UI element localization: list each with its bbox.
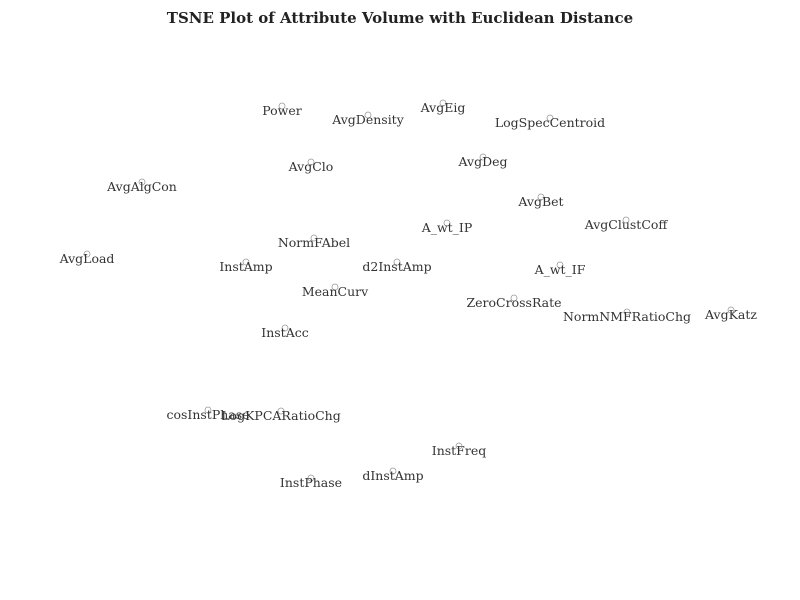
- point-label-AvgBet: AvgBet: [517, 194, 563, 209]
- point-label-AvgAlgCon: AvgAlgCon: [106, 179, 177, 194]
- point-label-LogSpecCentroid: LogSpecCentroid: [495, 115, 605, 130]
- data-point-AvgKatz: [727, 306, 735, 314]
- point-label-AvgLoad: AvgLoad: [59, 251, 115, 266]
- point-label-ZeroCrossRate: ZeroCrossRate: [466, 295, 561, 310]
- points-layer: Power AvgDensity AvgEig LogSpecCentroid AvgC…: [59, 99, 757, 490]
- data-point-AvgDensity: [364, 111, 372, 119]
- data-point-LogKPCARatioChg: [277, 407, 285, 415]
- point-label-AvgDeg: AvgDeg: [457, 154, 507, 169]
- data-point-InstFreq: [455, 442, 463, 450]
- point-label-LogKPCARatioChg: LogKPCARatioChg: [221, 408, 340, 423]
- data-point-Power: [278, 102, 286, 110]
- chart-title: TSNE Plot of Attribute Volume with Eucli…: [167, 9, 633, 27]
- data-point-AvgLoad: [83, 250, 91, 258]
- data-point-A_wt_IF: [556, 261, 564, 269]
- data-point-LogSpecCentroid: [546, 114, 554, 122]
- data-point-dInstAmp: [389, 467, 397, 475]
- point-label-AvgClo: AvgClo: [288, 159, 334, 174]
- data-point-InstAcc: [281, 324, 289, 332]
- data-point-AvgDeg: [479, 153, 487, 161]
- point-label-AvgClustCoff: AvgClustCoff: [584, 217, 669, 232]
- point-label-AvgKatz: AvgKatz: [704, 307, 757, 322]
- data-point-InstAmp: [242, 258, 250, 266]
- data-point-AvgClo: [307, 158, 315, 166]
- data-point-cosInstPhase: [204, 406, 212, 414]
- data-point-ZeroCrossRate: [510, 294, 518, 302]
- point-label-InstFreq: InstFreq: [432, 443, 486, 458]
- point-label-MeanCurv: MeanCurv: [302, 284, 369, 299]
- point-label-InstAmp: InstAmp: [219, 259, 272, 274]
- point-label-d2InstAmp: d2InstAmp: [362, 259, 431, 274]
- data-point-NormFAbel: [310, 234, 318, 242]
- point-label-A_wt_IF: A_wt_IF: [534, 262, 586, 277]
- point-label-AvgDensity: AvgDensity: [331, 112, 404, 127]
- data-point-AvgEig: [439, 99, 447, 107]
- point-label-cosInstPhase: cosInstPhase: [166, 407, 249, 422]
- data-point-AvgBet: [537, 193, 545, 201]
- point-label-dInstAmp: dInstAmp: [362, 468, 423, 483]
- point-label-AvgEig: AvgEig: [420, 100, 466, 115]
- data-point-MeanCurv: [331, 283, 339, 291]
- data-point-A_wt_IP: [443, 219, 451, 227]
- point-label-NormNMFRatioChg: NormNMFRatioChg: [563, 309, 691, 324]
- data-point-AvgAlgCon: [138, 178, 146, 186]
- data-point-NormNMFRatioChg: [623, 308, 631, 316]
- data-point-d2InstAmp: [393, 258, 401, 266]
- point-label-NormFAbel: NormFAbel: [278, 235, 350, 250]
- point-label-InstPhase: InstPhase: [280, 475, 342, 490]
- point-label-A_wt_IP: A_wt_IP: [421, 220, 473, 235]
- point-label-InstAcc: InstAcc: [261, 325, 308, 340]
- point-label-Power: Power: [262, 103, 302, 118]
- data-point-InstPhase: [307, 474, 315, 482]
- data-point-AvgClustCoff: [622, 216, 630, 224]
